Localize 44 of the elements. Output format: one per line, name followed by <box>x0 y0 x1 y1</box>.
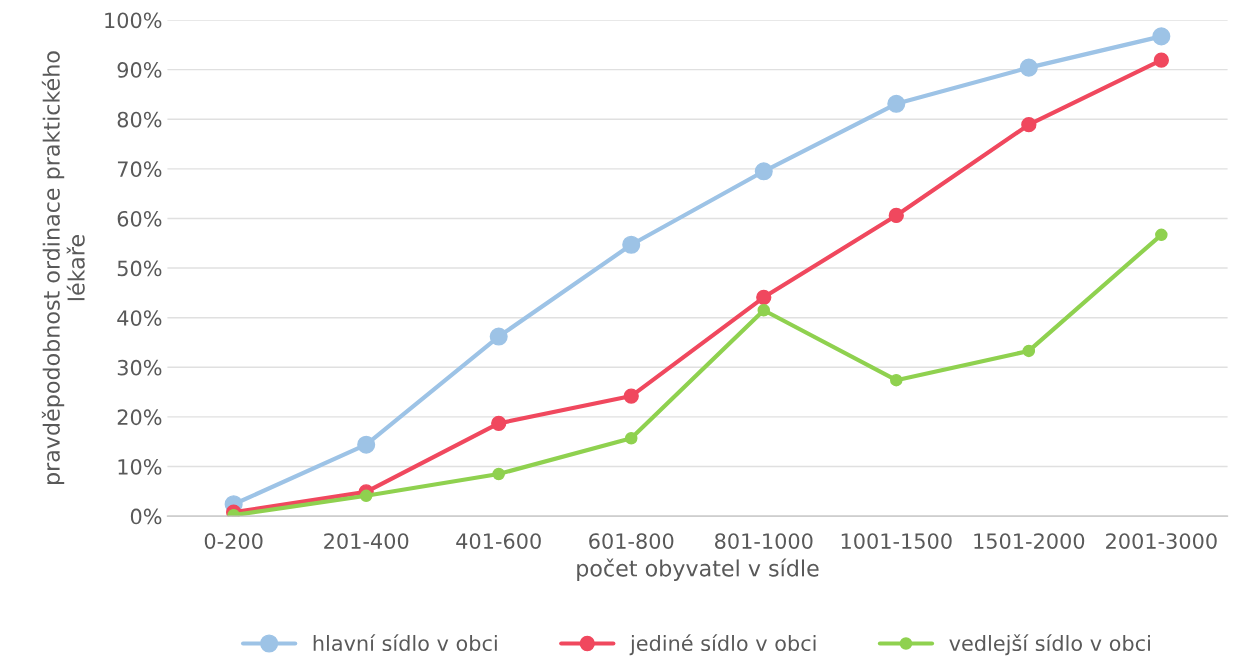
point <box>624 432 638 445</box>
y-tick-label: 60% <box>117 210 162 227</box>
y-axis-title: pravděpodobnost ordinace praktického lékaře <box>41 51 85 484</box>
y-tick-label: 70% <box>117 161 162 178</box>
point <box>890 373 903 387</box>
point <box>492 467 505 481</box>
point <box>1021 117 1037 133</box>
x-axis-title: počet obyvatel v sídle <box>577 558 819 581</box>
y-tick-label: 30% <box>117 359 162 376</box>
x-tick-label: 601-800 <box>589 533 674 549</box>
y-tick-label: 50% <box>117 260 162 277</box>
point <box>359 489 373 503</box>
x-tick-label: 0-200 <box>204 533 263 549</box>
point <box>1152 27 1171 46</box>
point <box>623 388 639 404</box>
legend-label: vedlejší sídlo v obci <box>949 634 1150 656</box>
point <box>357 435 376 454</box>
legend-label: jediné sídlo v obci <box>629 634 816 656</box>
point <box>1022 344 1036 358</box>
point <box>489 327 508 346</box>
legend-label: hlavní sídlo v obci <box>313 634 497 652</box>
x-tick-label: 1501-2000 <box>974 533 1085 549</box>
point <box>1155 228 1168 242</box>
y-tick-label: 20% <box>117 409 162 426</box>
point <box>888 207 904 224</box>
x-tick-label: 801-1000 <box>715 533 813 549</box>
point <box>1153 52 1169 68</box>
y-tick-label: 100% <box>105 12 162 29</box>
point <box>754 162 773 181</box>
point <box>756 289 772 305</box>
y-tick-label: 10% <box>118 458 162 475</box>
x-tick-label: 2001-3000 <box>1106 533 1217 549</box>
point <box>887 94 906 113</box>
x-tick-label: 401-600 <box>456 533 541 549</box>
y-tick-label: 80% <box>117 111 162 128</box>
point <box>491 415 507 432</box>
x-tick-label: 201-400 <box>324 533 409 549</box>
y-tick-label: 40% <box>117 310 162 326</box>
point <box>757 303 771 317</box>
y-tick-label: 0% <box>130 508 162 525</box>
y-tick-label: 90% <box>117 62 162 78</box>
point <box>622 235 641 254</box>
point <box>1019 58 1038 77</box>
x-tick-label: 1001-1500 <box>841 533 952 549</box>
